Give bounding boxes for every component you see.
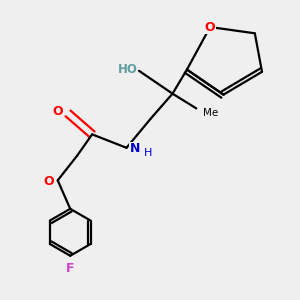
Text: H: H xyxy=(144,148,152,158)
Text: F: F xyxy=(66,262,74,275)
Text: O: O xyxy=(205,20,215,34)
Text: HO: HO xyxy=(118,63,137,76)
Text: O: O xyxy=(53,105,63,118)
Text: O: O xyxy=(43,176,54,188)
Text: Me: Me xyxy=(202,108,218,118)
Text: N: N xyxy=(130,142,140,155)
